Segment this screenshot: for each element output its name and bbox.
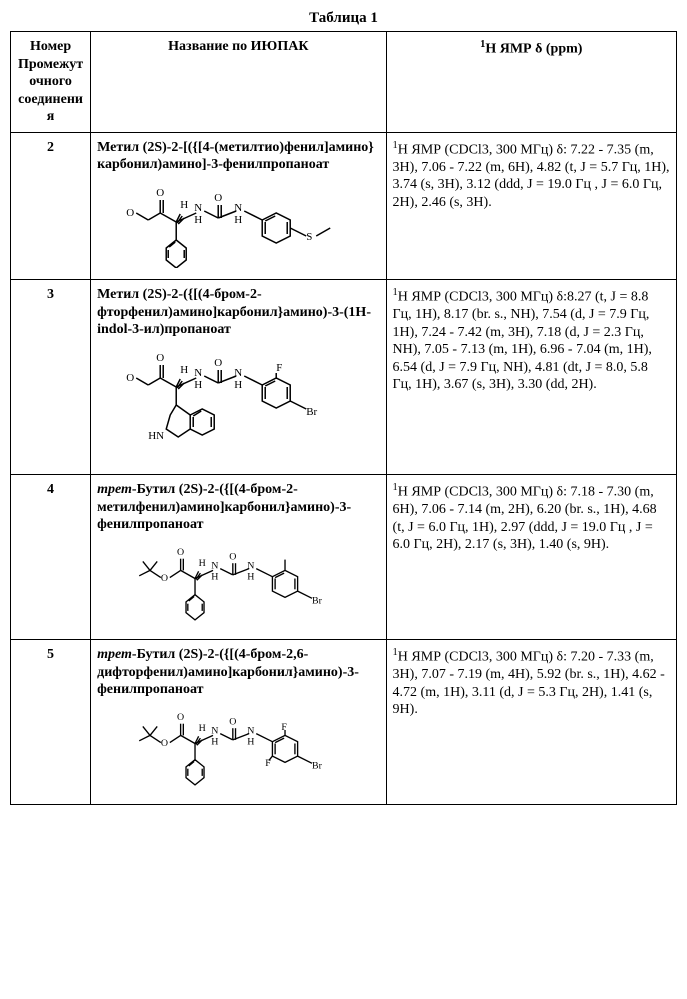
svg-text:O: O xyxy=(156,352,164,364)
table-row: 4 трет-Бутил (2S)-2-({[(4-бром-2-метилфе… xyxy=(11,475,677,640)
svg-text:O: O xyxy=(177,712,184,723)
compound-nmr-cell: 1Н ЯМР (CDCl3, 300 МГц) δ: 7.20 - 7.33 (… xyxy=(386,640,676,805)
compound-id: 4 xyxy=(11,475,91,640)
svg-text:O: O xyxy=(214,357,222,369)
compound-id: 2 xyxy=(11,132,91,280)
name-prefix-italic: трет xyxy=(97,482,132,497)
compound-table: Номер Промежуточного соединения Название… xyxy=(10,31,677,805)
compound-name: трет-Бутил (2S)-2-({[(4-бром-2-метилфени… xyxy=(97,482,351,532)
svg-text:N: N xyxy=(194,367,202,379)
svg-text:H: H xyxy=(194,379,202,391)
svg-text:N: N xyxy=(247,560,254,571)
svg-text:O: O xyxy=(229,551,236,562)
svg-text:Br: Br xyxy=(312,760,323,771)
svg-text:H: H xyxy=(194,214,202,226)
svg-text:H: H xyxy=(247,736,254,747)
structure-diagram: O O H NH O NH xyxy=(97,538,379,628)
structure-diagram: O O H NH O NH xyxy=(97,703,379,793)
svg-text:H: H xyxy=(234,214,242,226)
structure-diagram: O O H NH xyxy=(97,178,379,268)
svg-text:S: S xyxy=(306,231,312,243)
svg-text:N: N xyxy=(247,725,254,736)
svg-text:Br: Br xyxy=(312,595,323,606)
header-nmr-text: Н ЯМР δ (ppm) xyxy=(485,42,582,57)
header-name: Название по ИЮПАК xyxy=(91,32,386,133)
compound-name: трет-Бутил (2S)-2-({[(4-бром-2,6-дифторф… xyxy=(97,647,359,697)
compound-name: Метил (2S)-2-[({[4-(метилтио)фенил]амино… xyxy=(97,140,374,173)
compound-id: 3 xyxy=(11,280,91,475)
name-rest: -Бутил (2S)-2-({[(4-бром-2-метилфенил)ам… xyxy=(97,482,351,532)
svg-text:H: H xyxy=(199,557,206,568)
svg-text:N: N xyxy=(211,560,218,571)
header-id: Номер Промежуточного соединения xyxy=(11,32,91,133)
compound-name-cell: трет-Бутил (2S)-2-({[(4-бром-2-метилфени… xyxy=(91,475,386,640)
name-prefix-italic: трет xyxy=(97,647,132,662)
svg-text:H: H xyxy=(234,379,242,391)
svg-text:H: H xyxy=(211,571,218,582)
svg-text:O: O xyxy=(126,372,134,384)
svg-text:O: O xyxy=(214,192,222,204)
compound-name: Метил (2S)-2-({[(4-бром-2-фторфенил)амин… xyxy=(97,287,371,337)
svg-text:O: O xyxy=(161,738,168,749)
svg-text:O: O xyxy=(156,187,164,199)
svg-text:Br: Br xyxy=(306,406,317,418)
table-header-row: Номер Промежуточного соединения Название… xyxy=(11,32,677,133)
svg-text:N: N xyxy=(211,725,218,736)
compound-name-cell: трет-Бутил (2S)-2-({[(4-бром-2,6-дифторф… xyxy=(91,640,386,805)
header-nmr: 1Н ЯМР δ (ppm) xyxy=(386,32,676,133)
svg-text:O: O xyxy=(229,716,236,727)
compound-name-cell: Метил (2S)-2-[({[4-(метилтио)фенил]амино… xyxy=(91,132,386,280)
table-row: 2 Метил (2S)-2-[({[4-(метилтио)фенил]ами… xyxy=(11,132,677,280)
nmr-text: Н ЯМР (CDCl3, 300 МГц) δ:8.27 (t, J = 8.… xyxy=(393,290,652,393)
svg-text:O: O xyxy=(161,573,168,584)
svg-text:N: N xyxy=(194,202,202,214)
compound-nmr-cell: 1Н ЯМР (CDCl3, 300 МГц) δ:8.27 (t, J = 8… xyxy=(386,280,676,475)
svg-text:H: H xyxy=(180,364,188,376)
svg-text:N: N xyxy=(234,367,242,379)
compound-nmr-cell: 1Н ЯМР (CDCl3, 300 МГц) δ: 7.18 - 7.30 (… xyxy=(386,475,676,640)
nmr-text: Н ЯМР (CDCl3, 300 МГц) δ: 7.20 - 7.33 (m… xyxy=(393,650,665,718)
table-row: 3 Метил (2S)-2-({[(4-бром-2-фторфенил)ам… xyxy=(11,280,677,475)
nmr-text: Н ЯМР (CDCl3, 300 МГц) δ: 7.18 - 7.30 (m… xyxy=(393,485,657,553)
compound-nmr-cell: 1Н ЯМР (CDCl3, 300 МГц) δ: 7.22 - 7.35 (… xyxy=(386,132,676,280)
structure-diagram: O O H HN xyxy=(97,343,379,463)
svg-text:N: N xyxy=(234,202,242,214)
svg-text:F: F xyxy=(276,362,282,374)
table-caption: Таблица 1 xyxy=(10,10,677,27)
svg-text:H: H xyxy=(199,722,206,733)
svg-text:H: H xyxy=(180,199,188,211)
table-row: 5 трет-Бутил (2S)-2-({[(4-бром-2,6-дифто… xyxy=(11,640,677,805)
svg-text:H: H xyxy=(247,571,254,582)
svg-text:O: O xyxy=(126,207,134,219)
name-rest: -Бутил (2S)-2-({[(4-бром-2,6-дифторфенил… xyxy=(97,647,359,697)
compound-id: 5 xyxy=(11,640,91,805)
nmr-text: Н ЯМР (CDCl3, 300 МГц) δ: 7.22 - 7.35 (m… xyxy=(393,142,670,210)
svg-text:H: H xyxy=(211,736,218,747)
svg-text:O: O xyxy=(177,547,184,558)
compound-name-cell: Метил (2S)-2-({[(4-бром-2-фторфенил)амин… xyxy=(91,280,386,475)
svg-text:HN: HN xyxy=(148,430,164,442)
